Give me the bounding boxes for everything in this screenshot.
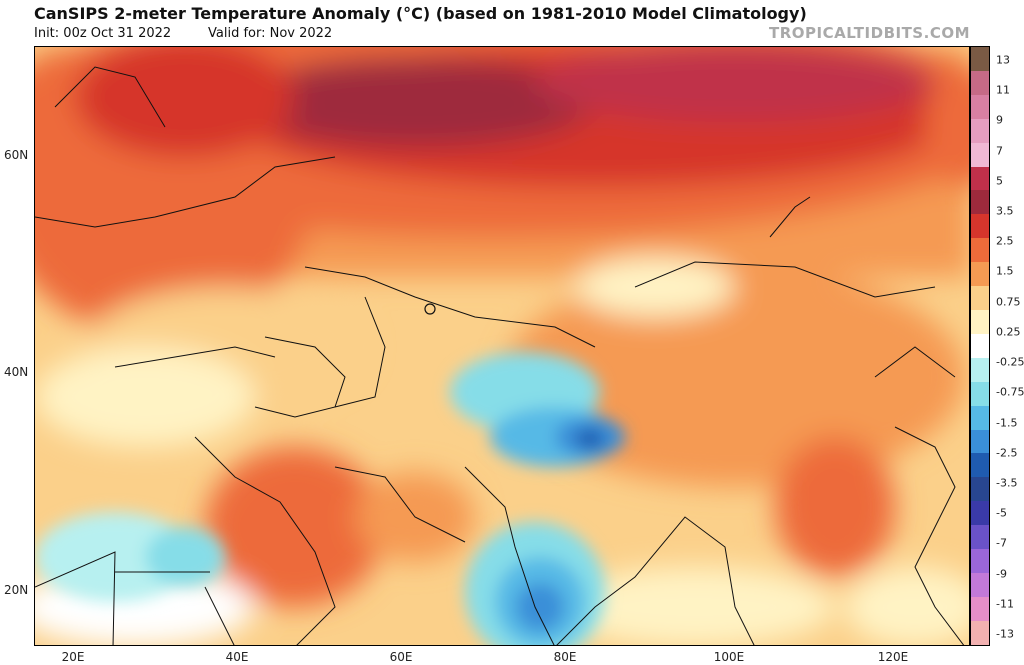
colorbar-label: 2.5 <box>996 234 1014 248</box>
colorbar-segment <box>971 429 989 454</box>
colorbar-label: -0.25 <box>996 355 1024 369</box>
lon-label-40e: 40E <box>225 650 249 664</box>
colorbar-segment <box>971 214 989 239</box>
colorbar-label: -11 <box>996 597 1014 611</box>
colorbar-segment <box>971 47 989 71</box>
coastlines <box>35 66 965 645</box>
colorbar-label: 1.5 <box>996 264 1014 278</box>
colorbar-segment <box>971 620 989 645</box>
lon-label-120e: 120E <box>877 650 909 664</box>
colorbar-label: 11 <box>996 83 1010 97</box>
colorbar-segment <box>971 262 989 287</box>
init-time: Init: 00z Oct 31 2022 <box>34 26 172 41</box>
colorbar-segment <box>971 477 989 502</box>
colorbar-label: 7 <box>996 144 1003 158</box>
colorbar-label: 3.5 <box>996 204 1014 218</box>
colorbar-label: -7 <box>996 536 1007 550</box>
aral-sea-marker <box>424 303 436 315</box>
colorbar-segment <box>971 142 989 167</box>
colorbar <box>970 46 990 646</box>
colorbar-segment <box>971 549 989 573</box>
lon-label-20e: 20E <box>61 650 85 664</box>
colorbar-segment <box>971 286 989 310</box>
colorbar-segment <box>971 405 989 430</box>
colorbar-label: -2.5 <box>996 446 1018 460</box>
lon-label-80e: 80E <box>553 650 577 664</box>
colorbar-segment <box>971 525 989 550</box>
colorbar-segment <box>971 166 989 191</box>
lat-label-60n: 60N <box>4 148 29 162</box>
colorbar-label: 5 <box>996 174 1003 188</box>
valid-time: Valid for: Nov 2022 <box>208 26 333 41</box>
map-title: CanSIPS 2-meter Temperature Anomaly (°C)… <box>34 4 807 23</box>
colorbar-label: -9 <box>996 567 1007 581</box>
lon-label-100e: 100E <box>713 650 745 664</box>
colorbar-segment <box>971 357 989 382</box>
colorbar-label: -5 <box>996 506 1007 520</box>
lat-label-40n: 40N <box>4 365 29 379</box>
colorbar-segment <box>971 190 989 215</box>
colorbar-segment <box>971 309 989 334</box>
colorbar-segment <box>971 238 989 263</box>
anomaly-map <box>34 46 970 646</box>
colorbar-segment <box>971 333 989 358</box>
colorbar-segment <box>971 381 989 406</box>
colorbar-label: -0.75 <box>996 385 1024 399</box>
colorbar-label: -3.5 <box>996 476 1018 490</box>
colorbar-label: 13 <box>996 53 1010 67</box>
colorbar-label: -13 <box>996 627 1014 641</box>
anomaly-map-svg <box>35 47 969 645</box>
colorbar-label: 0.75 <box>996 295 1021 309</box>
colorbar-segment <box>971 94 989 119</box>
colorbar-segment <box>971 118 989 143</box>
brand-watermark: TROPICALTIDBITS.COM <box>769 24 970 42</box>
lon-label-60e: 60E <box>389 650 413 664</box>
colorbar-label: -1.5 <box>996 416 1018 430</box>
colorbar-segment <box>971 501 989 526</box>
colorbar-segment <box>971 453 989 478</box>
colorbar-segment <box>971 596 989 621</box>
colorbar-label: 0.25 <box>996 325 1021 339</box>
colorbar-segment <box>971 70 989 95</box>
colorbar-segment <box>971 572 989 597</box>
lat-label-20n: 20N <box>4 583 29 597</box>
colorbar-label: 9 <box>996 113 1003 127</box>
